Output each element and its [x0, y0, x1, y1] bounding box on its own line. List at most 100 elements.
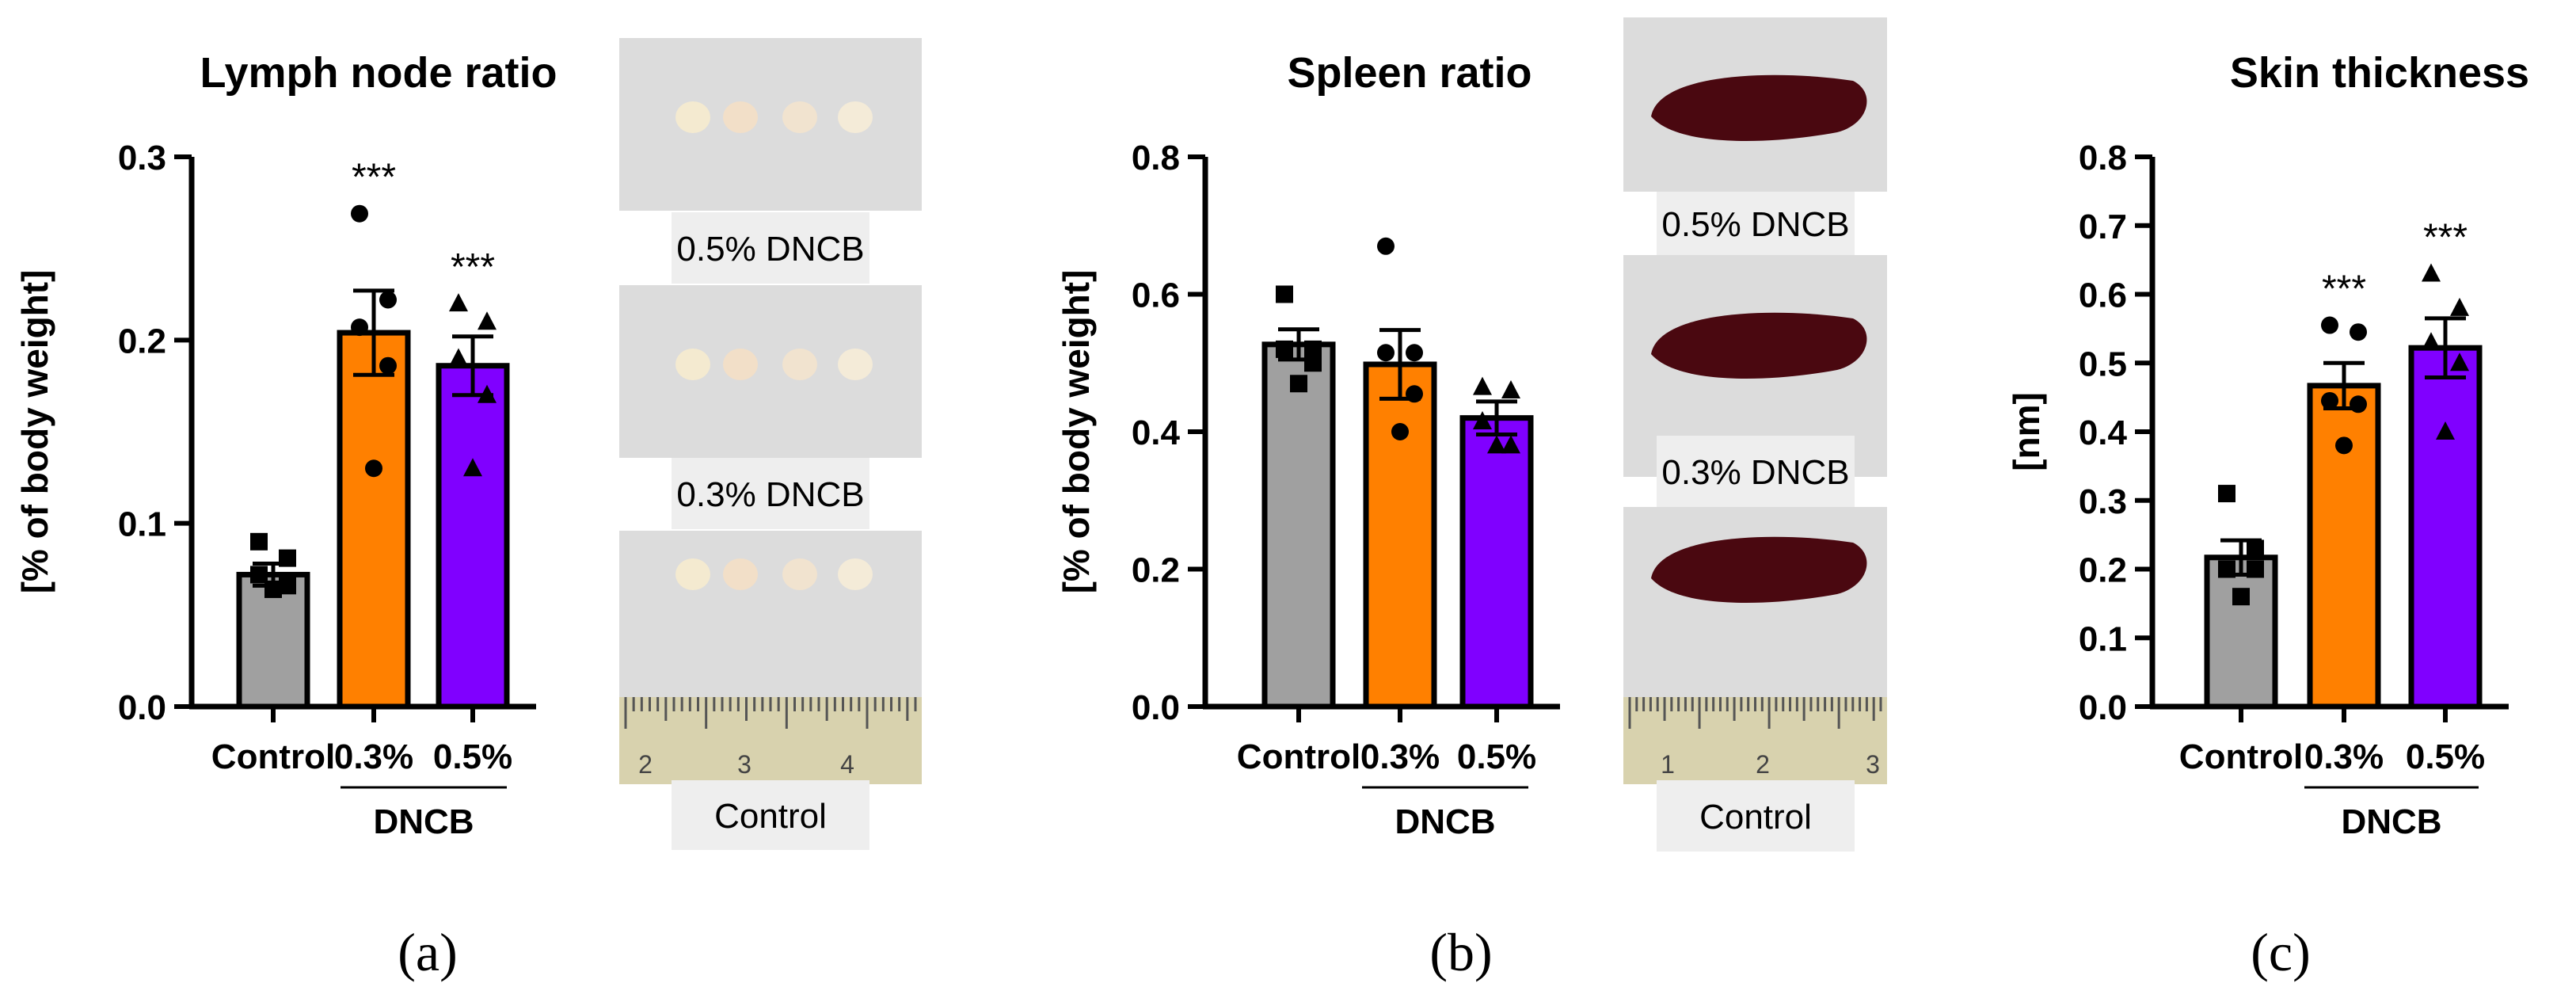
data-point	[1473, 410, 1492, 429]
data-point	[351, 204, 368, 223]
data-point	[2450, 352, 2469, 372]
x-tick-label: 0.3%	[2304, 737, 2384, 776]
chart-title: Skin thickness	[2230, 49, 2529, 97]
lymph-node	[675, 558, 710, 590]
y-tick-label: 0.4	[2079, 413, 2128, 452]
data-point	[2218, 560, 2235, 578]
spleen-organ	[1651, 536, 1867, 604]
photo-label: 0.5% DNCB	[676, 230, 864, 269]
ruler-number: 2	[638, 750, 653, 779]
data-point	[1290, 375, 1307, 393]
y-tick-label: 0.1	[2079, 619, 2127, 658]
data-point	[2247, 560, 2264, 578]
group-label: DNCB	[2341, 802, 2441, 841]
bar	[2204, 554, 2278, 710]
lymph-node	[782, 558, 817, 590]
data-point	[279, 549, 296, 567]
photo-label: Control	[714, 797, 827, 836]
ruler-number: 4	[840, 750, 854, 779]
lymph-node	[723, 558, 758, 590]
lymph-photo-0	[619, 38, 922, 211]
data-point	[2436, 421, 2455, 440]
x-tick-label: 0.5%	[1457, 737, 1536, 776]
photo-label-box	[1657, 192, 1855, 255]
data-point	[1501, 379, 1520, 398]
y-tick-label: 0.7	[2079, 208, 2127, 246]
bar	[337, 330, 411, 710]
data-point	[478, 384, 497, 403]
data-point	[2247, 539, 2264, 558]
data-point	[449, 293, 468, 312]
significance-label: ***	[2322, 269, 2366, 311]
data-point	[365, 459, 382, 478]
chart-lymph-node-ratio: Lymph node ratio 0.0 0.1 0.2 0.3 [% of body w…	[14, 49, 557, 982]
data-point	[2450, 297, 2469, 316]
lymph-node	[838, 101, 873, 133]
data-point	[2422, 263, 2441, 282]
y-tick-label: 0.1	[118, 505, 166, 544]
data-point	[264, 580, 282, 598]
photo-label: 0.5% DNCB	[1661, 205, 1849, 244]
bar	[1363, 361, 1437, 710]
photo-label-box	[672, 780, 869, 850]
data-point	[1304, 340, 1322, 358]
data-point	[2218, 485, 2235, 503]
lymph-node	[782, 349, 817, 380]
data-point	[1391, 423, 1409, 440]
bar	[2307, 383, 2381, 710]
spleen-organ	[1651, 312, 1867, 379]
panel-label: (b)	[1429, 922, 1492, 982]
lymph-node	[782, 101, 817, 133]
data-point	[449, 348, 468, 367]
y-tick-label: 0.0	[1132, 688, 1180, 727]
photo-label-box	[672, 212, 869, 284]
lymph-photo-1	[619, 285, 922, 458]
bar	[2408, 345, 2483, 710]
data-point	[2422, 332, 2441, 351]
ruler	[1623, 697, 1887, 784]
lymph-node	[675, 101, 710, 133]
group-label: DNCB	[373, 802, 474, 841]
spleen-organ	[1651, 74, 1867, 142]
lymph-node	[838, 558, 873, 590]
chart-spleen-ratio: Spleen ratio 0.0 0.2 0.4 0.6 0.8 [% of body we…	[1056, 49, 1560, 982]
spleen-photos: 1 2 3 0.5% DNCB 0.3% DNCB Control	[1623, 17, 1887, 852]
photo-label: 0.3% DNCB	[676, 475, 864, 514]
y-axis-label: [% of body weight]	[14, 270, 55, 594]
group-label: DNCB	[1395, 802, 1495, 841]
x-tick-label: 0.3%	[1360, 737, 1440, 776]
ruler-number: 3	[737, 750, 751, 779]
y-tick-label: 0.6	[2079, 276, 2127, 315]
data-point	[1406, 385, 1423, 403]
data-point	[250, 532, 268, 551]
photo-label: Control	[1699, 798, 1812, 836]
panel-label: (c)	[2251, 922, 2310, 982]
data-point	[1473, 376, 1492, 395]
y-tick-label: 0.5	[2079, 345, 2127, 383]
ruler-number: 2	[1756, 750, 1770, 779]
y-tick-label: 0.0	[118, 688, 166, 727]
x-tick-label: Control	[1237, 737, 1360, 776]
lymph-node-photos: 2 3 4 0.5% DNCB 0.3% DNCB Control	[619, 38, 922, 850]
panel-label: (a)	[398, 922, 457, 982]
ruler	[619, 697, 922, 784]
data-point	[379, 356, 397, 375]
x-tick-label: 0.5%	[433, 737, 512, 776]
y-tick-label: 0.0	[2079, 688, 2127, 727]
data-point	[1501, 435, 1520, 454]
lymph-photo-2	[619, 531, 922, 697]
y-tick-label: 0.2	[2079, 551, 2127, 590]
chart-title: Spleen ratio	[1287, 49, 1532, 97]
data-point	[379, 291, 397, 309]
data-point	[1276, 340, 1293, 358]
data-point	[1304, 354, 1322, 372]
y-axis-label: [% of body weight]	[1056, 270, 1097, 594]
data-point	[2350, 395, 2367, 413]
data-point	[1406, 344, 1423, 362]
bar	[1459, 415, 1534, 710]
x-tick-label: Control	[2179, 737, 2303, 776]
y-tick-label: 0.3	[2079, 482, 2127, 521]
x-tick-label: 0.3%	[334, 737, 413, 776]
y-axis-label: [nm]	[2006, 392, 2047, 471]
